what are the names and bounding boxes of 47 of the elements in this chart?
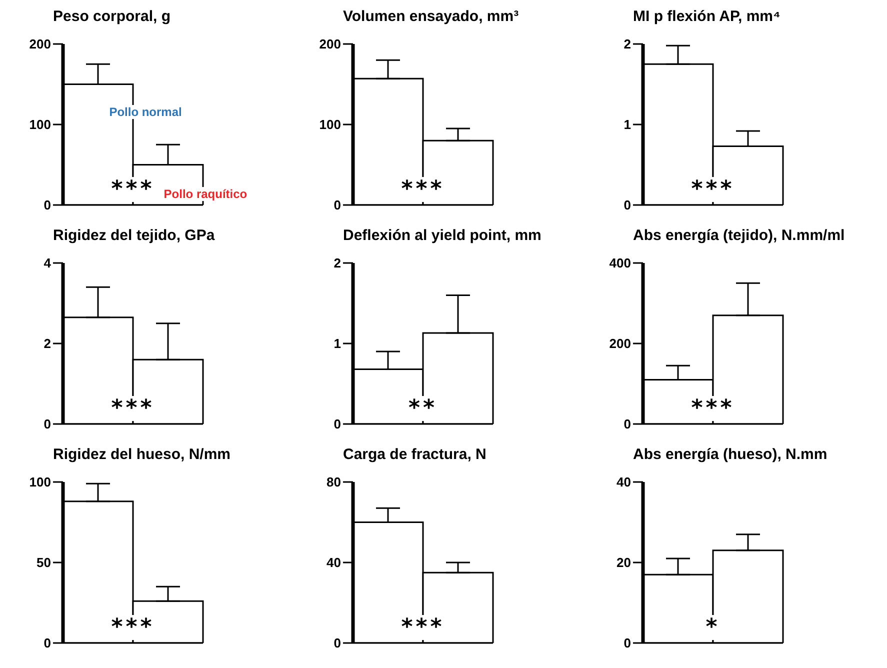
y-tick-label: 0 — [334, 198, 341, 213]
chart-title: Peso corporal, g — [52, 8, 172, 27]
annotation: *** — [690, 177, 736, 202]
y-tick-label: 80 — [326, 474, 341, 490]
annotation: * — [704, 615, 722, 640]
y-tick-label: 100 — [319, 117, 341, 132]
y-tick-label: 400 — [609, 256, 631, 271]
y-tick-label: 200 — [609, 336, 631, 352]
chart-title: Volumen ensayado, mm³ — [342, 8, 520, 27]
y-tick-label: 4 — [44, 256, 52, 271]
annotation: *** — [690, 396, 736, 421]
y-tick-label: 40 — [616, 474, 631, 490]
chart-title: Carga de fractura, N — [342, 446, 488, 465]
y-tick-label: 0 — [334, 636, 341, 651]
chart-title: Rigidez del hueso, N/mm — [52, 446, 232, 465]
y-tick-label: 20 — [616, 555, 631, 570]
y-tick-label: 1 — [624, 117, 631, 132]
annotation: *** — [400, 615, 446, 640]
y-tick-label: 0 — [44, 636, 51, 651]
annotation: Pollo normal — [109, 105, 182, 120]
annotation: *** — [110, 177, 156, 202]
chart-title: Rigidez del tejido, GPa — [52, 227, 216, 246]
y-tick-label: 50 — [36, 555, 51, 570]
y-tick-label: 0 — [334, 416, 341, 432]
y-tick-label: 100 — [29, 117, 51, 132]
chart-title: Abs energía (tejido), N.mm/ml — [632, 227, 846, 246]
y-tick-label: 2 — [334, 256, 341, 271]
annotation: Pollo raquítico — [164, 187, 248, 202]
chart-title: Deflexión al yield point, mm — [342, 227, 542, 246]
y-tick-label: 0 — [44, 416, 51, 432]
chart-title: Abs energía (hueso), N.mm — [632, 446, 828, 465]
chart-title: MI p flexión AP, mm⁴ — [632, 8, 782, 27]
y-tick-label: 2 — [624, 36, 631, 52]
annotation: *** — [110, 396, 156, 421]
y-tick-label: 0 — [624, 416, 631, 432]
y-tick-label: 0 — [44, 198, 51, 213]
y-tick-label: 2 — [44, 336, 51, 352]
y-tick-label: 0 — [624, 636, 631, 651]
annotation: ** — [407, 396, 438, 421]
y-tick-label: 200 — [29, 36, 51, 52]
y-tick-label: 0 — [624, 198, 631, 213]
y-tick-label: 40 — [326, 555, 341, 570]
y-tick-label: 200 — [319, 36, 341, 52]
annotation: *** — [110, 615, 156, 640]
annotation: *** — [400, 177, 446, 202]
y-tick-label: 1 — [334, 336, 341, 352]
y-tick-label: 100 — [29, 474, 51, 490]
